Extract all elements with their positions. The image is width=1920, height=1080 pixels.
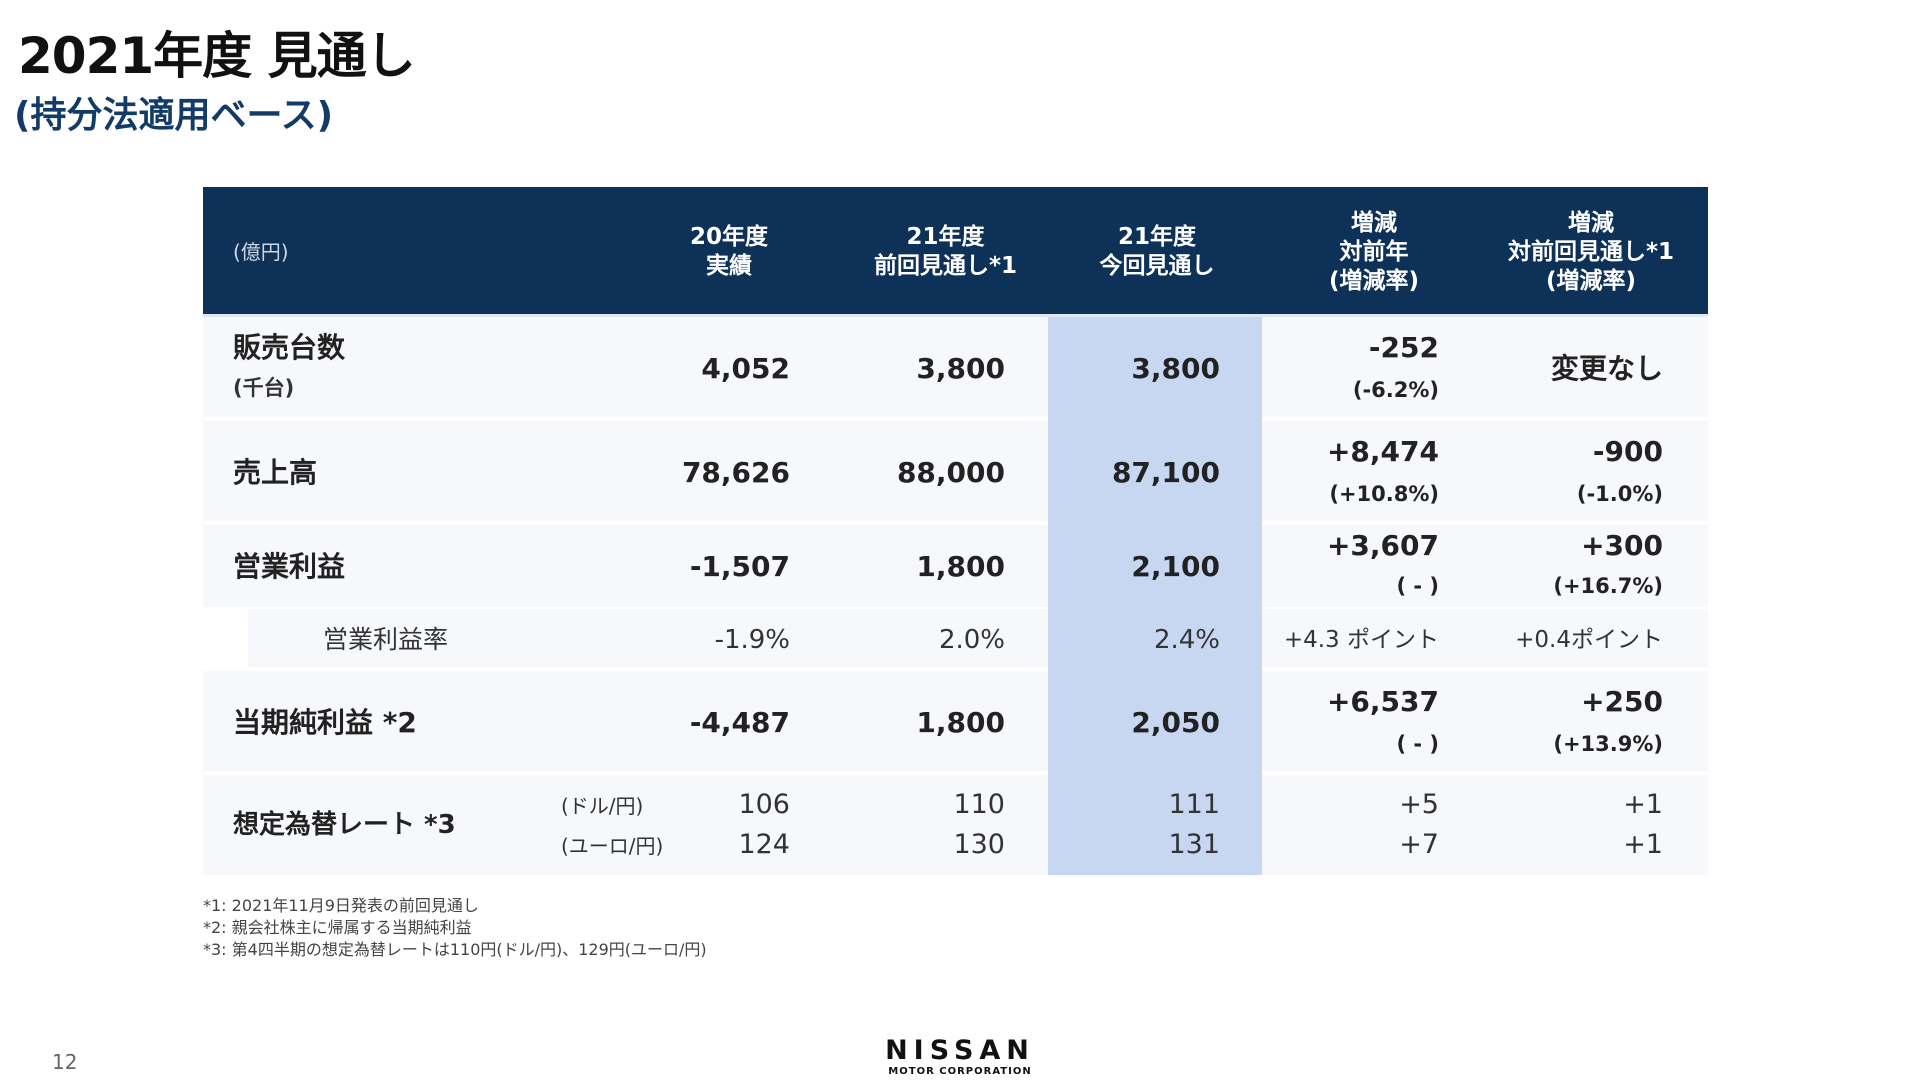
currency-label: (ドル/円) — [561, 794, 644, 818]
diff-prev-forecast-rate: (-1.0%) — [1576, 482, 1663, 506]
value-fy21-current: 111 — [1168, 789, 1220, 820]
value-fy20: 124 — [738, 829, 790, 860]
table-row: 営業利益 -1,507 1,800 2,100 +3,607 ( - ) +30… — [203, 525, 1708, 611]
diff-prev-forecast: +250 — [1581, 685, 1663, 718]
value-fy21-prev: 1,800 — [916, 550, 1005, 583]
table-row: 売上高 78,626 88,000 87,100 +8,474 (+10.8%)… — [203, 421, 1708, 525]
header-fy21-current-forecast: 21年度 今回見通し — [1099, 224, 1215, 279]
value-fy21-current: 2.4% — [1153, 625, 1220, 655]
header-fy21-prev-forecast: 21年度 前回見通し*1 — [873, 224, 1018, 279]
diff-prev-forecast: 変更なし — [1550, 352, 1663, 385]
diff-prev-forecast: +1 — [1623, 789, 1663, 820]
value-fy21-current: 131 — [1168, 829, 1220, 860]
highlight-column — [1048, 421, 1262, 525]
diff-prev-year: +6,537 — [1326, 685, 1439, 718]
diff-prev-forecast: +0.4ポイント — [1515, 627, 1663, 653]
table-row: 想定為替レート *3 (ドル/円) (ユーロ/円) 106 110 111 +5… — [203, 775, 1708, 875]
diff-prev-year: +8,474 — [1326, 435, 1439, 468]
currency-label: (ユーロ/円) — [561, 834, 664, 858]
value-fy21-prev: 110 — [953, 789, 1005, 820]
nissan-logo: NISSAN MOTOR CORPORATION — [860, 1036, 1060, 1078]
value-fy21-prev: 3,800 — [916, 352, 1005, 385]
diff-prev-forecast: -900 — [1592, 435, 1663, 468]
table-row: 当期純利益 *2 -4,487 1,800 2,050 +6,537 ( - )… — [203, 671, 1708, 775]
value-fy21-prev: 2.0% — [938, 625, 1005, 655]
diff-prev-year-rate: ( - ) — [1396, 732, 1439, 756]
diff-prev-forecast-rate: (+16.7%) — [1553, 574, 1663, 598]
value-fy21-prev: 1,800 — [916, 706, 1005, 739]
forecast-table: (億円) 20年度 実績 21年度 前回見通し*1 21年度 今回見通し 増減 … — [203, 187, 1708, 875]
value-fy21-current: 2,100 — [1131, 550, 1220, 583]
footnote: *2: 親会社株主に帰属する当期純利益 — [203, 918, 472, 937]
page-title: 2021年度 見通し — [18, 27, 416, 85]
page-subtitle: (持分法適用ベース) — [14, 95, 334, 136]
diff-prev-year-rate: ( - ) — [1396, 574, 1439, 598]
diff-prev-year: -252 — [1368, 331, 1439, 364]
value-fy20: -4,487 — [689, 706, 790, 739]
header-diff-prev-year: 増減 対前年 (増減率) — [1328, 209, 1420, 294]
table-row: 営業利益率 -1.9% 2.0% 2.4% +4.3 ポイント +0.4ポイント — [248, 609, 1708, 671]
footnote: *1: 2021年11月9日発表の前回見通し — [203, 896, 479, 915]
value-fy20: -1,507 — [689, 550, 790, 583]
diff-prev-year: +4.3 ポイント — [1283, 627, 1439, 653]
value-fy20: 4,052 — [701, 352, 790, 385]
header-fy20-actual: 20年度 実績 — [689, 224, 768, 279]
logo-subtitle: MOTOR CORPORATION — [888, 1066, 1032, 1077]
diff-prev-year-rate: (-6.2%) — [1352, 378, 1439, 402]
row-sublabel: (千台) — [233, 376, 295, 400]
value-fy21-prev: 88,000 — [896, 456, 1005, 489]
diff-prev-year-rate: (+10.8%) — [1329, 482, 1439, 506]
table-header: (億円) 20年度 実績 21年度 前回見通し*1 21年度 今回見通し 増減 … — [203, 187, 1708, 317]
diff-prev-year: +7 — [1399, 829, 1439, 860]
row-label: 販売台数 — [233, 331, 346, 364]
value-fy20: -1.9% — [714, 625, 790, 655]
highlight-column — [1048, 317, 1262, 421]
highlight-column — [1048, 525, 1262, 611]
diff-prev-forecast: +300 — [1581, 529, 1663, 562]
diff-prev-year: +3,607 — [1326, 529, 1439, 562]
row-label: 想定為替レート *3 — [233, 810, 456, 840]
header-diff-prev-forecast: 増減 対前回見通し*1 (増減率) — [1507, 209, 1675, 294]
value-fy21-current: 2,050 — [1131, 706, 1220, 739]
value-fy21-current: 87,100 — [1111, 456, 1220, 489]
diff-prev-forecast: +1 — [1623, 829, 1663, 860]
row-label: 当期純利益 *2 — [233, 706, 417, 739]
unit-label: (億円) — [233, 240, 289, 264]
value-fy21-current: 3,800 — [1131, 352, 1220, 385]
logo-name: NISSAN — [885, 1035, 1035, 1066]
highlight-column — [1048, 775, 1262, 875]
highlight-column — [1048, 671, 1262, 775]
footnote: *3: 第4四半期の想定為替レートは110円(ドル/円)、129円(ユーロ/円) — [203, 940, 707, 959]
row-label: 営業利益率 — [323, 625, 449, 654]
value-fy21-prev: 130 — [953, 829, 1005, 860]
highlight-column — [1048, 609, 1262, 671]
value-fy20: 78,626 — [681, 456, 790, 489]
value-fy20: 106 — [738, 789, 790, 820]
row-label: 営業利益 — [233, 550, 346, 583]
page-number: 12 — [52, 1050, 78, 1074]
diff-prev-year: +5 — [1399, 789, 1439, 820]
table-row: 販売台数 (千台) 4,052 3,800 3,800 -252 (-6.2%)… — [203, 317, 1708, 421]
diff-prev-forecast-rate: (+13.9%) — [1553, 732, 1663, 756]
row-label: 売上高 — [233, 456, 318, 489]
